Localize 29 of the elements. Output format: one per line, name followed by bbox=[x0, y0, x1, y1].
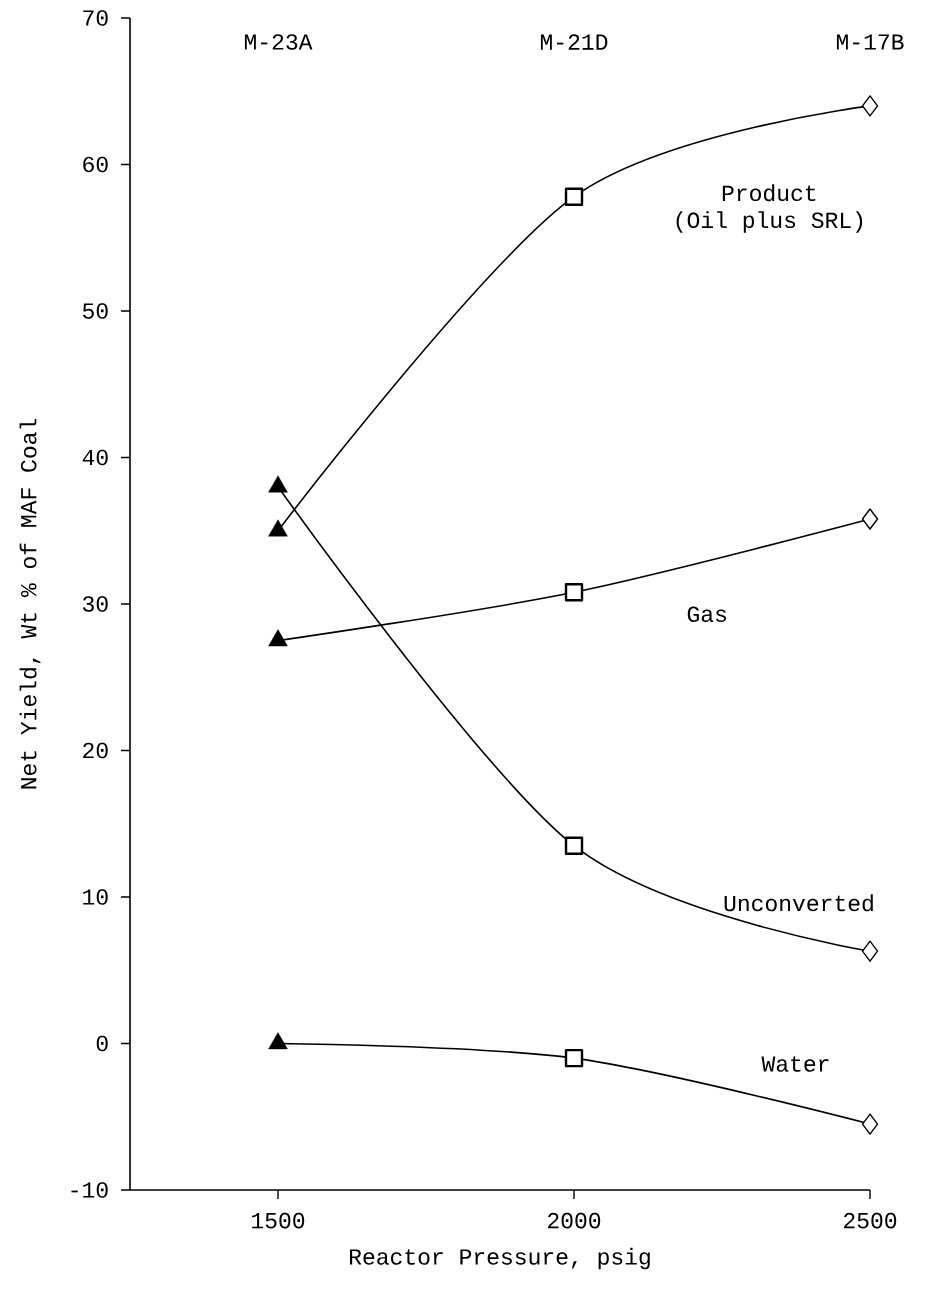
point bbox=[564, 1048, 584, 1068]
y-tick-label: -10 bbox=[71, 1182, 108, 1198]
point bbox=[861, 95, 879, 117]
y-tick-label: 50 bbox=[82, 303, 108, 319]
point bbox=[564, 836, 584, 855]
x-axis-title: Reactor Pressure, psig bbox=[349, 1247, 650, 1270]
x-tick-label: 2500 bbox=[844, 1212, 897, 1229]
annotation: M-21D bbox=[540, 34, 608, 50]
annotation: M-17B bbox=[836, 34, 904, 50]
y-tick-label: 20 bbox=[83, 742, 108, 759]
series-label: Water bbox=[761, 1056, 829, 1072]
point bbox=[861, 1113, 879, 1135]
series-label: Product (Oil plus SRL) bbox=[676, 184, 863, 233]
annotation: M-23A bbox=[244, 34, 313, 50]
x-tick-label: 1500 bbox=[252, 1212, 305, 1229]
series-label: Gas bbox=[687, 606, 727, 623]
x-tick-label: 2000 bbox=[548, 1212, 601, 1229]
y-tick-label: 60 bbox=[83, 156, 108, 173]
y-tick-label: 0 bbox=[96, 1035, 108, 1052]
y-tick-label: 10 bbox=[83, 889, 108, 905]
point bbox=[564, 187, 584, 206]
series-label: Unconverted bbox=[724, 894, 873, 912]
y-tick-label: 30 bbox=[82, 596, 108, 612]
point bbox=[861, 508, 879, 530]
y-tick-label: 40 bbox=[82, 449, 108, 466]
y-tick-label: 70 bbox=[83, 10, 108, 26]
y-axis-title: Net Yield, Wt % of MAF Coal bbox=[19, 419, 41, 789]
point bbox=[861, 940, 879, 962]
point bbox=[564, 583, 584, 602]
